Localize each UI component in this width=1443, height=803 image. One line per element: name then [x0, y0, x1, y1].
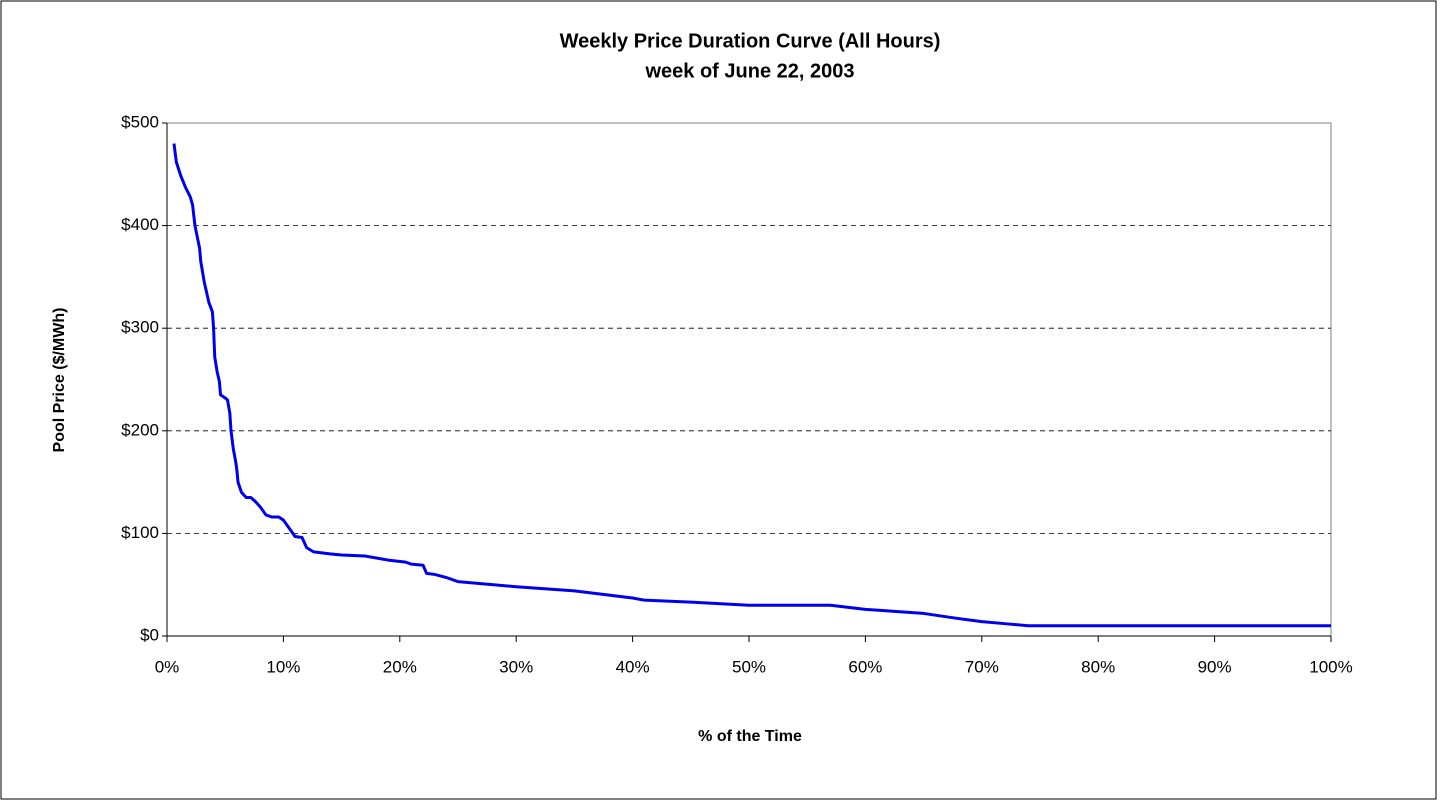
x-tick-label: 70%	[965, 657, 999, 676]
x-tick-label: 60%	[848, 657, 882, 676]
x-axis-title: % of the Time	[698, 728, 802, 745]
x-tick-label: 10%	[266, 657, 300, 676]
x-tick-label: 20%	[383, 657, 417, 676]
x-tick-label: 0%	[155, 657, 180, 676]
y-tick-label: $300	[121, 318, 159, 337]
chart-subtitle: week of June 22, 2003	[644, 60, 854, 82]
x-tick-label: 90%	[1198, 657, 1232, 676]
y-axis-title: Pool Price ($/MWh)	[51, 308, 68, 453]
y-tick-label: $200	[121, 420, 159, 439]
price-line	[172, 143, 1331, 628]
y-tick-label: $500	[121, 112, 159, 131]
y-tick-label: $0	[140, 625, 159, 644]
y-tick-label: $100	[121, 523, 159, 542]
x-tick-label: 50%	[732, 657, 766, 676]
chart-title: Weekly Price Duration Curve (All Hours)	[560, 30, 941, 52]
y-tick-label: $400	[121, 215, 159, 234]
x-tick-label: 40%	[616, 657, 650, 676]
x-tick-label: 100%	[1309, 657, 1352, 676]
x-tick-label: 30%	[499, 657, 533, 676]
plot-area	[166, 122, 1332, 637]
x-tick-label: 80%	[1081, 657, 1115, 676]
